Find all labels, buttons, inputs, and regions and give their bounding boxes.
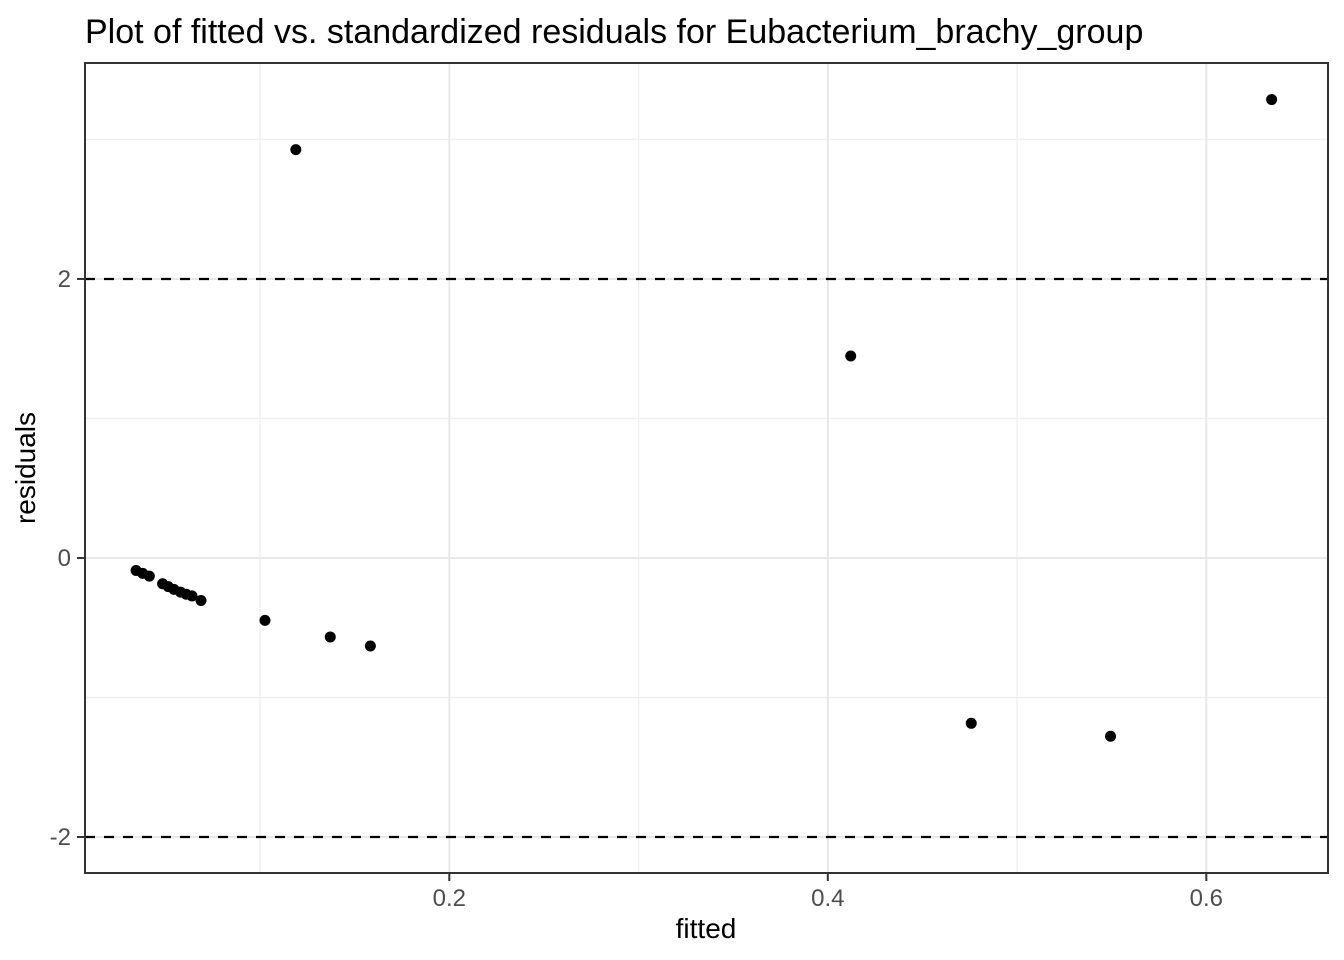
- panel-border: [84, 62, 1329, 874]
- data-point: [324, 631, 336, 643]
- data-point: [186, 590, 198, 602]
- x-tick-label: 0.6: [1190, 885, 1223, 912]
- panel-background: [85, 63, 1328, 873]
- x-axis-title: fitted: [675, 913, 737, 944]
- y-tick-label: 2: [58, 266, 71, 293]
- data-point: [259, 614, 271, 626]
- data-point: [965, 717, 977, 729]
- y-tick-label: -2: [50, 824, 71, 851]
- data-point: [845, 350, 857, 362]
- y-tick-label: 0: [58, 545, 71, 572]
- x-tick-label: 0.2: [433, 885, 466, 912]
- data-point: [290, 144, 302, 156]
- data-point: [1105, 730, 1117, 742]
- data-point: [195, 595, 207, 607]
- plot-title: Plot of fitted vs. standardized residual…: [85, 13, 1144, 51]
- x-tick-label: 0.4: [811, 885, 844, 912]
- data-point: [143, 570, 155, 582]
- data-point: [364, 640, 376, 652]
- data-point: [1266, 94, 1278, 106]
